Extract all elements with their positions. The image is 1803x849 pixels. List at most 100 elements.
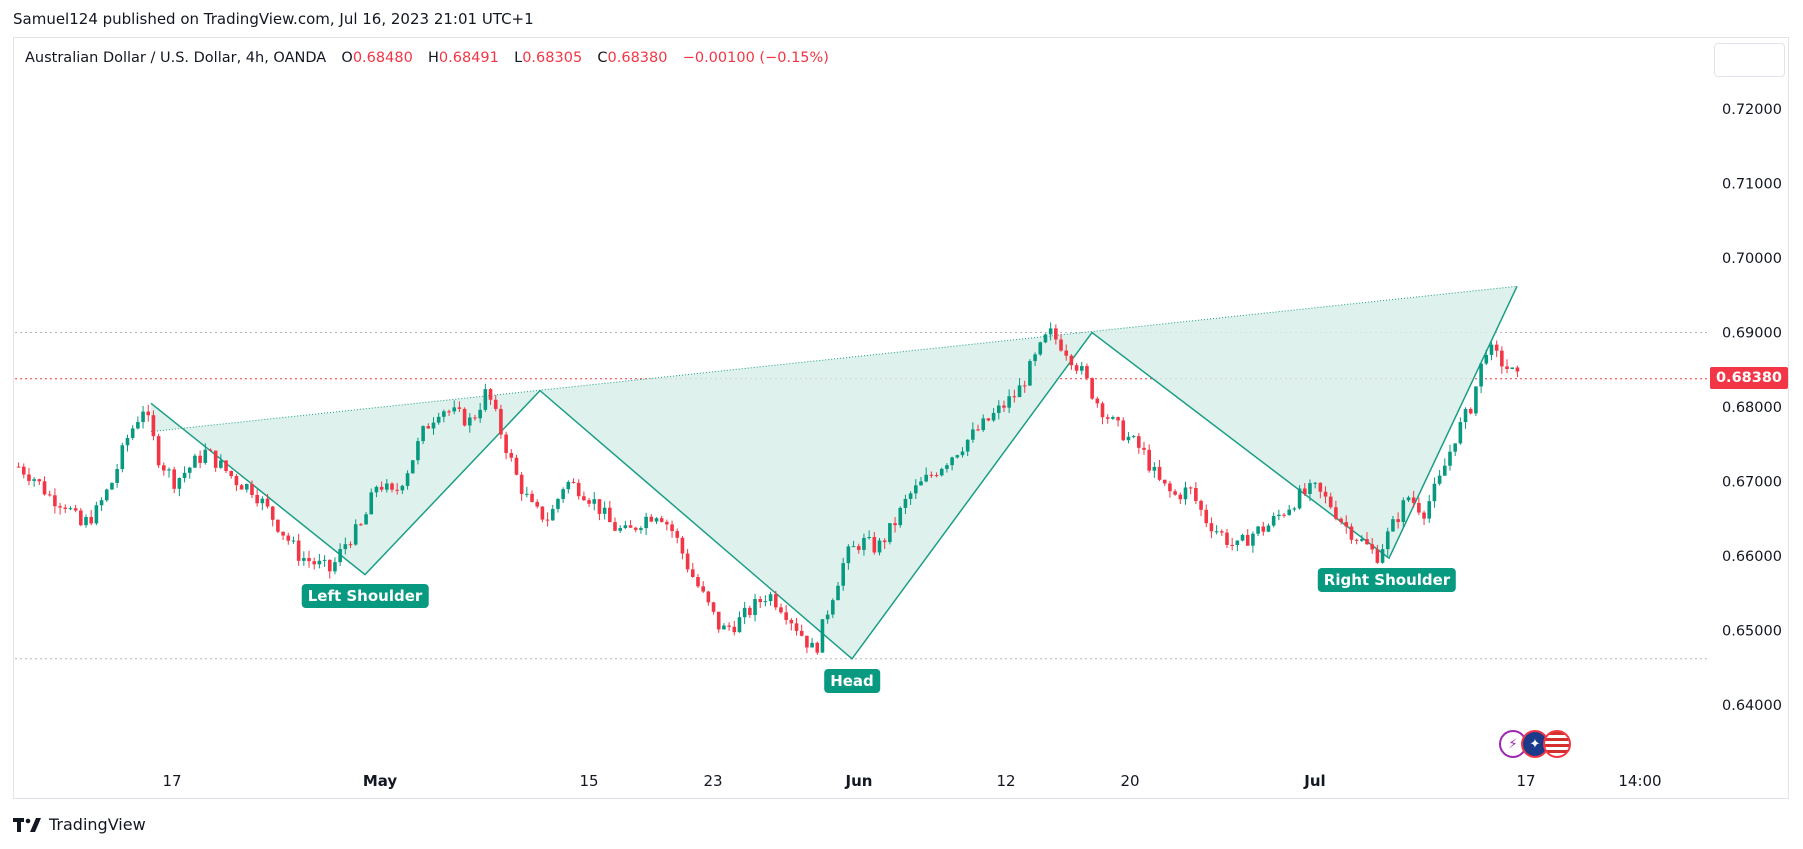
us-flag-icon[interactable]: [1543, 730, 1571, 758]
candle-down: [213, 450, 218, 468]
candle-up: [1214, 531, 1219, 533]
candle-down: [893, 523, 897, 526]
candle-down: [1137, 436, 1141, 448]
candle-down: [1162, 479, 1167, 484]
candle-up: [104, 489, 109, 501]
candle-down: [426, 426, 431, 429]
candle-down: [296, 540, 301, 561]
candle-up: [452, 407, 457, 412]
candle-down: [208, 449, 213, 451]
candle-up: [483, 389, 488, 410]
candle-down: [156, 436, 161, 466]
candle-up: [322, 559, 327, 561]
tradingview-logo-icon: [13, 817, 41, 832]
publish-line: Samuel124 published on TradingView.com, …: [13, 10, 534, 28]
candle-up: [369, 492, 374, 515]
candle-down: [685, 553, 690, 570]
candle-down: [1085, 366, 1089, 379]
candle-up: [1235, 540, 1240, 546]
candle-up: [919, 481, 923, 486]
candle-up: [903, 498, 908, 508]
candle-up: [888, 523, 892, 543]
candle-up: [971, 429, 975, 440]
candle-down: [473, 417, 477, 419]
candle-down: [229, 470, 234, 477]
candle-down: [281, 531, 285, 536]
candle-down: [1515, 367, 1520, 372]
candle-up: [110, 482, 114, 490]
time-tick-label: May: [363, 772, 398, 790]
candle-down: [716, 611, 721, 630]
time-tick-label: 17: [1516, 772, 1535, 790]
candle-down: [286, 535, 291, 541]
candle-up: [1048, 328, 1053, 335]
candle-down: [151, 415, 156, 437]
candle-up: [851, 546, 856, 548]
candle-down: [789, 619, 794, 624]
candle-up: [820, 619, 825, 653]
candle-up: [1297, 488, 1302, 509]
time-tick-label: 14:00: [1618, 772, 1661, 790]
time-tick-label: 15: [579, 772, 598, 790]
low-value: 0.68305: [522, 50, 583, 66]
australia-flag-icon[interactable]: ✦: [1521, 730, 1549, 758]
candle-down: [1468, 408, 1473, 414]
candle-down: [545, 519, 550, 521]
candle-up: [1463, 408, 1468, 423]
candle-down: [457, 407, 462, 409]
candle-down: [665, 521, 669, 525]
candle-up: [862, 537, 866, 550]
candle-up: [1292, 508, 1297, 510]
candle-up: [291, 540, 296, 542]
candle-up: [1183, 487, 1188, 500]
candle-up: [1380, 549, 1385, 563]
candle-down: [1230, 544, 1234, 546]
footer-brand[interactable]: TradingView: [13, 815, 146, 834]
candle-down: [691, 569, 695, 578]
candle-down: [1054, 328, 1058, 340]
candle-up: [737, 617, 742, 633]
head-label: Head: [824, 669, 880, 693]
candle-up: [644, 516, 648, 529]
candle-down: [727, 625, 731, 627]
candle-up: [831, 600, 835, 615]
candle-up: [836, 585, 840, 601]
candle-up: [602, 507, 607, 514]
candle-up: [1256, 526, 1260, 534]
candle-down: [530, 493, 534, 502]
candle-up: [177, 478, 182, 489]
candle-down: [447, 411, 451, 413]
candle-up: [654, 518, 659, 522]
chart-frame[interactable]: [13, 37, 1789, 799]
candle-up: [1152, 466, 1157, 471]
candle-up: [939, 468, 944, 476]
candle-down: [509, 453, 514, 458]
economic-events[interactable]: ⚡ ✦: [1499, 730, 1571, 758]
time-axis: 17 May 15 23 Jun 12 20 Jul 17 14:00: [162, 772, 1661, 790]
candle-up: [478, 409, 482, 419]
candle-down: [359, 524, 363, 526]
candle-down: [929, 474, 934, 476]
candle-down: [146, 411, 151, 416]
candle-up: [877, 540, 882, 553]
candle-down: [1074, 365, 1079, 371]
candle-down: [224, 460, 228, 471]
candle-down: [1396, 519, 1400, 522]
chart-settings-box[interactable]: [1714, 43, 1785, 77]
candle-up: [1240, 534, 1245, 541]
candle-up: [1385, 531, 1390, 550]
open-label: O: [341, 50, 353, 66]
candle-up: [566, 481, 571, 490]
candle-down: [706, 591, 711, 603]
neckline: [150, 285, 1518, 433]
high-value: 0.68491: [438, 50, 499, 66]
candle-up: [1474, 386, 1478, 414]
candle-up: [1479, 363, 1483, 387]
candle-up: [1111, 417, 1115, 419]
candle-down: [493, 399, 498, 409]
candle-up: [1033, 354, 1037, 362]
close-value: 0.68380: [607, 50, 668, 66]
candle-down: [670, 524, 674, 532]
candle-up: [924, 474, 928, 482]
